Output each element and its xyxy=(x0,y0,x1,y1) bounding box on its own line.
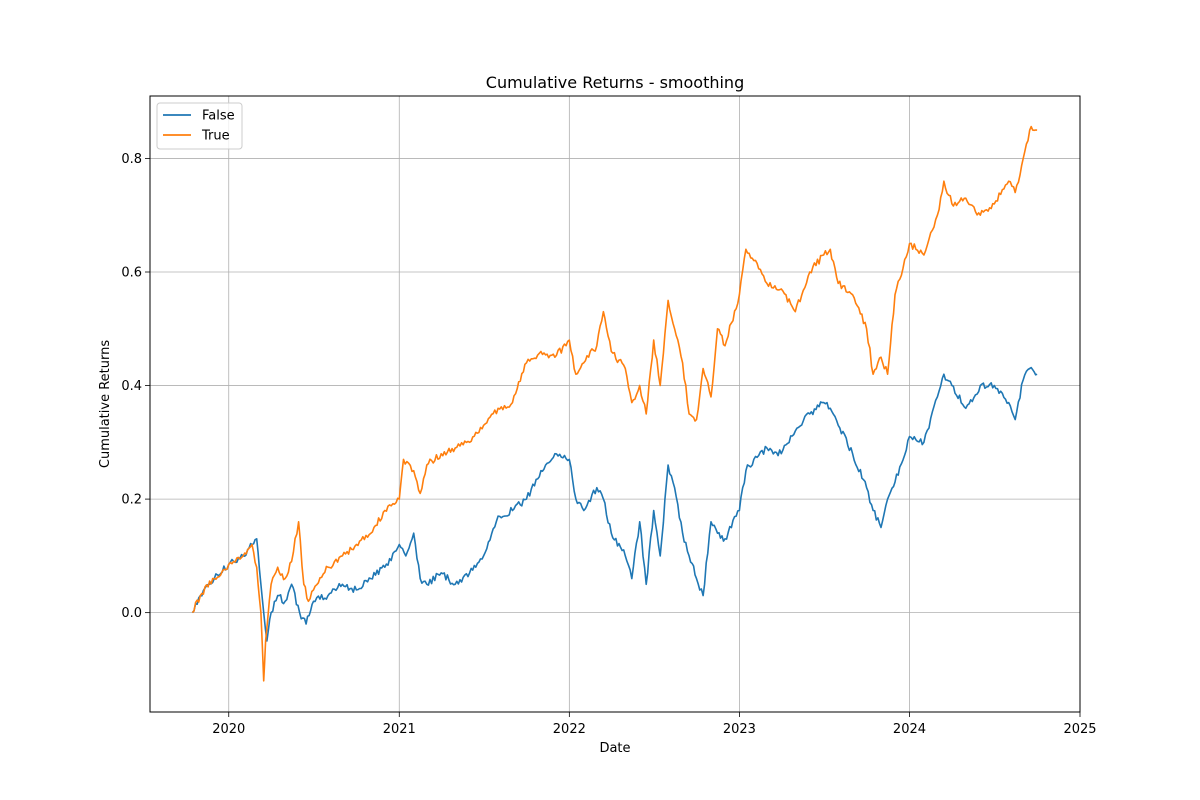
x-tick-label: 2022 xyxy=(553,722,586,737)
series-lines xyxy=(191,125,1038,682)
x-tick-label: 2025 xyxy=(1063,722,1096,737)
chart-title: Cumulative Returns - smoothing xyxy=(486,73,744,92)
x-tick-label: 2020 xyxy=(212,722,245,737)
x-tick-label: 2023 xyxy=(723,722,756,737)
y-tick-label: 0.8 xyxy=(121,152,142,167)
legend-label-true: True xyxy=(201,129,230,144)
legend: False True xyxy=(156,102,243,150)
x-axis-label: Date xyxy=(599,741,630,756)
series-line-true xyxy=(191,125,1038,682)
y-tick-label: 0.0 xyxy=(121,606,142,621)
plot-frame xyxy=(149,95,1081,713)
x-tick-label: 2021 xyxy=(383,722,416,737)
axis-ticks: 2020 2021 2022 2023 2024 2025 0.0 0.2 0.4 0.6 0.8 xyxy=(121,152,1096,737)
series-line-false xyxy=(191,366,1038,642)
y-tick-label: 0.6 xyxy=(121,266,142,281)
y-tick-label: 0.2 xyxy=(121,493,142,508)
legend-label-false: False xyxy=(202,109,235,124)
grid-lines xyxy=(150,96,1081,712)
x-tick-label: 2024 xyxy=(893,722,926,737)
y-tick-label: 0.4 xyxy=(121,379,142,394)
y-axis-label: Cumulative Returns xyxy=(98,340,113,468)
